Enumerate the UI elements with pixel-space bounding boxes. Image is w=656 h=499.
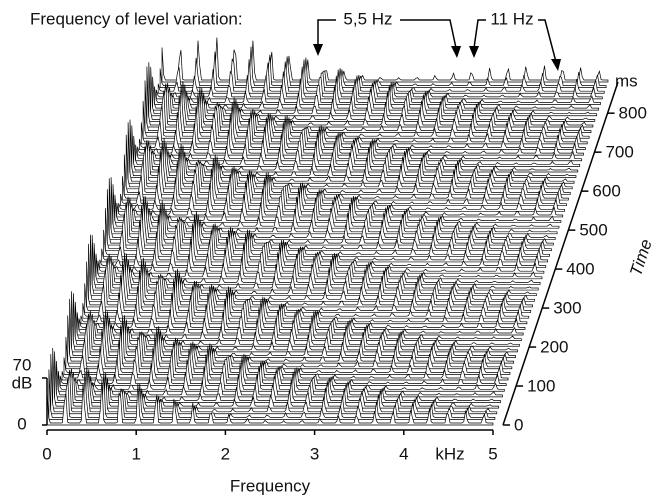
x-tick-label: 2 bbox=[221, 444, 230, 463]
x-axis-label: Frequency bbox=[230, 476, 311, 495]
spectrum-trace bbox=[154, 75, 601, 105]
spectrum-trace bbox=[116, 187, 564, 218]
spectrum-trace bbox=[54, 351, 501, 403]
spectrum-trace bbox=[105, 204, 552, 252]
x-unit: kHz bbox=[435, 444, 464, 463]
spectrum-trace bbox=[161, 37, 609, 83]
time-tick-label: 800 bbox=[619, 104, 647, 123]
x-tick-label: 3 bbox=[310, 444, 319, 463]
spectrum-trace bbox=[123, 148, 571, 195]
spectrum-trace bbox=[67, 315, 515, 364]
time-unit: ms bbox=[615, 71, 638, 90]
spectrum-trace bbox=[120, 168, 567, 207]
spectrum-trace bbox=[101, 223, 549, 263]
spectrum-trace bbox=[86, 260, 533, 308]
annotation: 11 Hz bbox=[490, 9, 533, 28]
spectrum-trace bbox=[103, 214, 550, 257]
spectrum-trace bbox=[59, 354, 507, 386]
spectrum-trace bbox=[74, 301, 522, 342]
spectrum-trace bbox=[150, 66, 598, 117]
spectrum-trace bbox=[52, 347, 500, 409]
waterfall-surface bbox=[46, 37, 609, 426]
spectrum-trace bbox=[69, 298, 516, 358]
spectrum-trace bbox=[112, 184, 560, 229]
spectrum-trace bbox=[122, 158, 569, 201]
time-tick-label: 700 bbox=[605, 143, 633, 162]
time-tick-label: 300 bbox=[553, 299, 581, 318]
spectrum-trace bbox=[93, 243, 541, 285]
spectrum-trace bbox=[61, 346, 509, 381]
time-tick-label: 0 bbox=[514, 415, 523, 434]
annotation-arrows bbox=[317, 19, 557, 63]
spectrum-trace bbox=[84, 270, 532, 313]
spectrum-trace bbox=[78, 298, 526, 330]
spectrum-trace bbox=[73, 293, 520, 347]
spectrum-trace bbox=[71, 291, 518, 353]
spectrum-trace bbox=[131, 125, 579, 173]
spectrum-trace bbox=[50, 354, 498, 415]
x-tick-label: 1 bbox=[131, 444, 140, 463]
level-tick-label: 0 bbox=[17, 414, 26, 433]
spectrum-trace bbox=[48, 369, 496, 420]
arrow-heads bbox=[313, 44, 561, 71]
x-tick-label: 0 bbox=[42, 444, 51, 463]
spectrum-trace bbox=[127, 122, 575, 184]
spectrum-trace bbox=[155, 66, 603, 100]
chart-title: Frequency of level variation: bbox=[30, 9, 243, 28]
level-tick-label: 70 bbox=[13, 355, 32, 374]
spectrum-trace bbox=[146, 66, 594, 128]
spectrum-trace bbox=[63, 334, 511, 375]
annotation: 5,5 Hz bbox=[343, 9, 392, 28]
spectrum-trace bbox=[140, 102, 588, 145]
spectrum-trace bbox=[133, 135, 581, 167]
spectrum-trace bbox=[106, 189, 554, 246]
time-tick-label: 400 bbox=[566, 260, 594, 279]
spectrum-trace bbox=[76, 307, 524, 336]
spectrum-trace bbox=[82, 278, 530, 319]
spectrum-trace bbox=[135, 131, 582, 162]
spectrum-trace bbox=[91, 235, 539, 291]
spectrum-trace bbox=[144, 80, 592, 133]
spectrum-trace bbox=[46, 380, 494, 426]
spectrum-trace bbox=[125, 134, 573, 190]
spectrum-trace bbox=[114, 194, 562, 223]
time-axis-label: Time bbox=[626, 237, 656, 279]
spectrum-trace bbox=[157, 59, 605, 94]
spectrum-trace bbox=[129, 119, 577, 178]
spectrum-trace bbox=[139, 113, 586, 150]
spectrum-trace bbox=[142, 92, 590, 139]
spectrum-trace bbox=[88, 243, 535, 302]
time-tick-label: 100 bbox=[527, 377, 555, 396]
spectrum-trace bbox=[80, 289, 528, 325]
spectrum-trace bbox=[97, 243, 545, 274]
spectrum-trace bbox=[99, 233, 547, 268]
spectrum-trace bbox=[108, 178, 556, 240]
spectrum-trace bbox=[137, 122, 584, 156]
spectrum-trace bbox=[95, 252, 543, 280]
time-tick-label: 500 bbox=[579, 221, 607, 240]
x-tick-label: 5 bbox=[488, 444, 497, 463]
time-axis bbox=[502, 81, 619, 426]
level-unit: dB bbox=[12, 373, 33, 392]
x-tick-label: 4 bbox=[399, 444, 408, 463]
time-tick-label: 200 bbox=[540, 338, 568, 357]
spectrum-trace bbox=[159, 46, 607, 88]
spectrum-trace bbox=[65, 325, 513, 370]
spectrum-trace bbox=[57, 363, 505, 392]
spectrum-trace bbox=[118, 178, 565, 212]
spectrum-trace bbox=[56, 360, 503, 398]
time-tick-label: 600 bbox=[592, 182, 620, 201]
spectrum-trace bbox=[148, 62, 596, 122]
spectrum-trace bbox=[152, 76, 599, 111]
spectrum-trace bbox=[90, 234, 537, 297]
spectrum-trace bbox=[110, 177, 558, 235]
